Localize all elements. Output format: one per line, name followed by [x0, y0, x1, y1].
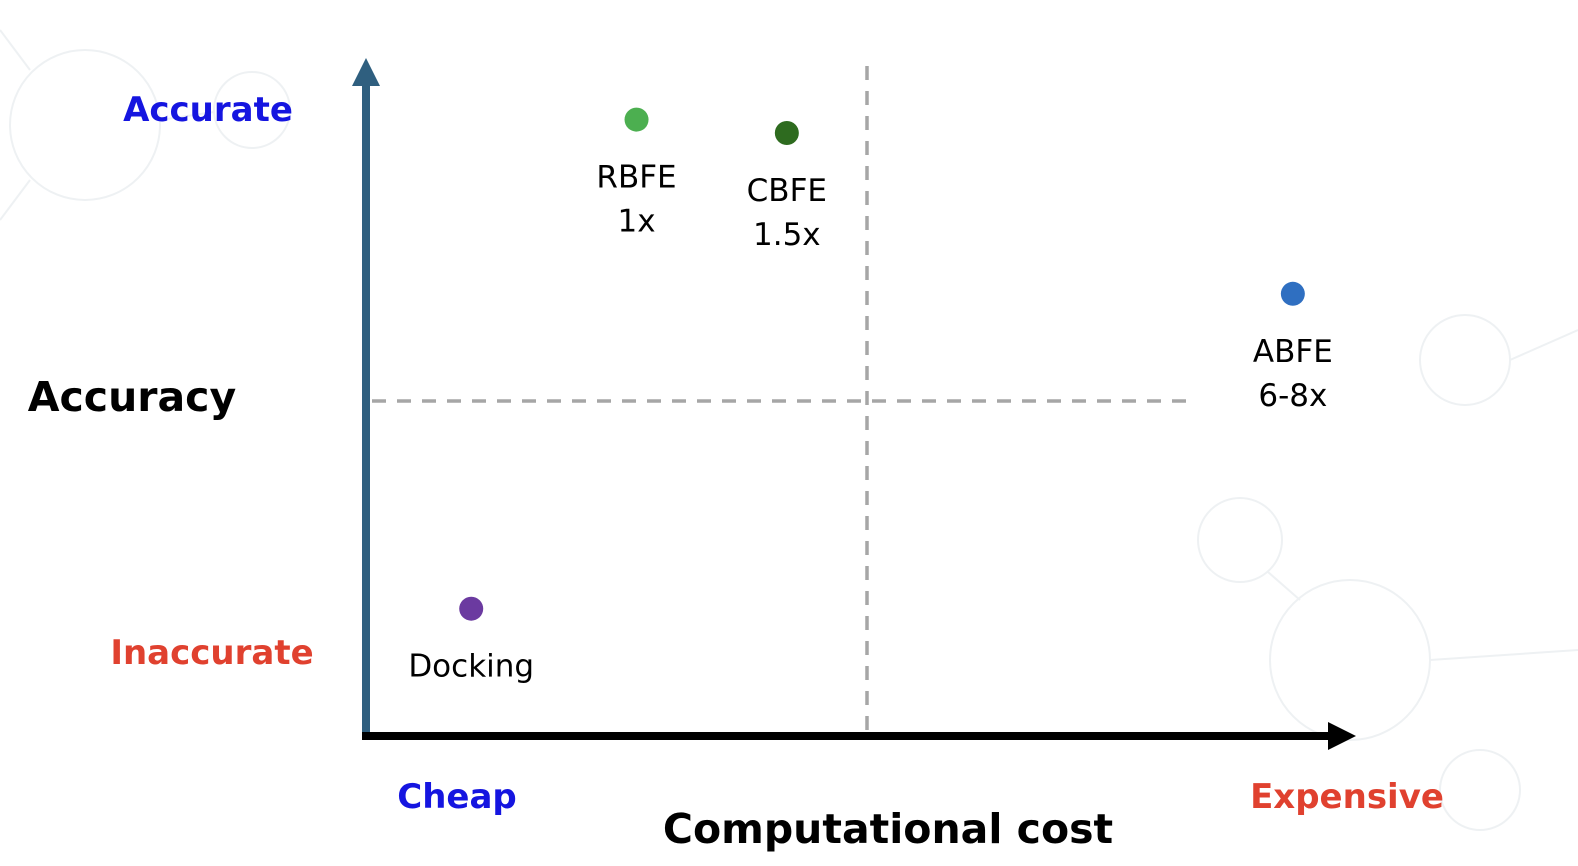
- y-low-label: Inaccurate: [110, 633, 313, 673]
- point-cost-label-abfe: 6-8x: [1258, 378, 1327, 414]
- y-axis-arrowhead: [352, 58, 380, 86]
- point-cost-label-cbfe: 1.5x: [753, 217, 821, 253]
- point-label-rbfe: RBFE: [596, 160, 676, 196]
- point-cbfe: [774, 121, 799, 145]
- x-high-label: Expensive: [1250, 777, 1444, 817]
- point-docking: [459, 596, 484, 621]
- background-molecule-motif: [0, 29, 1578, 831]
- point-cost-label-rbfe: 1x: [618, 204, 656, 240]
- point-abfe: [1280, 281, 1305, 306]
- y-high-label: Accurate: [123, 90, 293, 130]
- x-axis-title: Computational cost: [663, 805, 1113, 853]
- point-rbfe: [624, 107, 649, 132]
- x-low-label: Cheap: [397, 777, 517, 817]
- point-label-cbfe: CBFE: [747, 173, 827, 209]
- y-axis-title: Accuracy: [28, 373, 236, 421]
- x-axis-arrowhead: [1328, 722, 1356, 750]
- point-label-docking: Docking: [408, 649, 534, 685]
- point-label-abfe: ABFE: [1253, 334, 1333, 370]
